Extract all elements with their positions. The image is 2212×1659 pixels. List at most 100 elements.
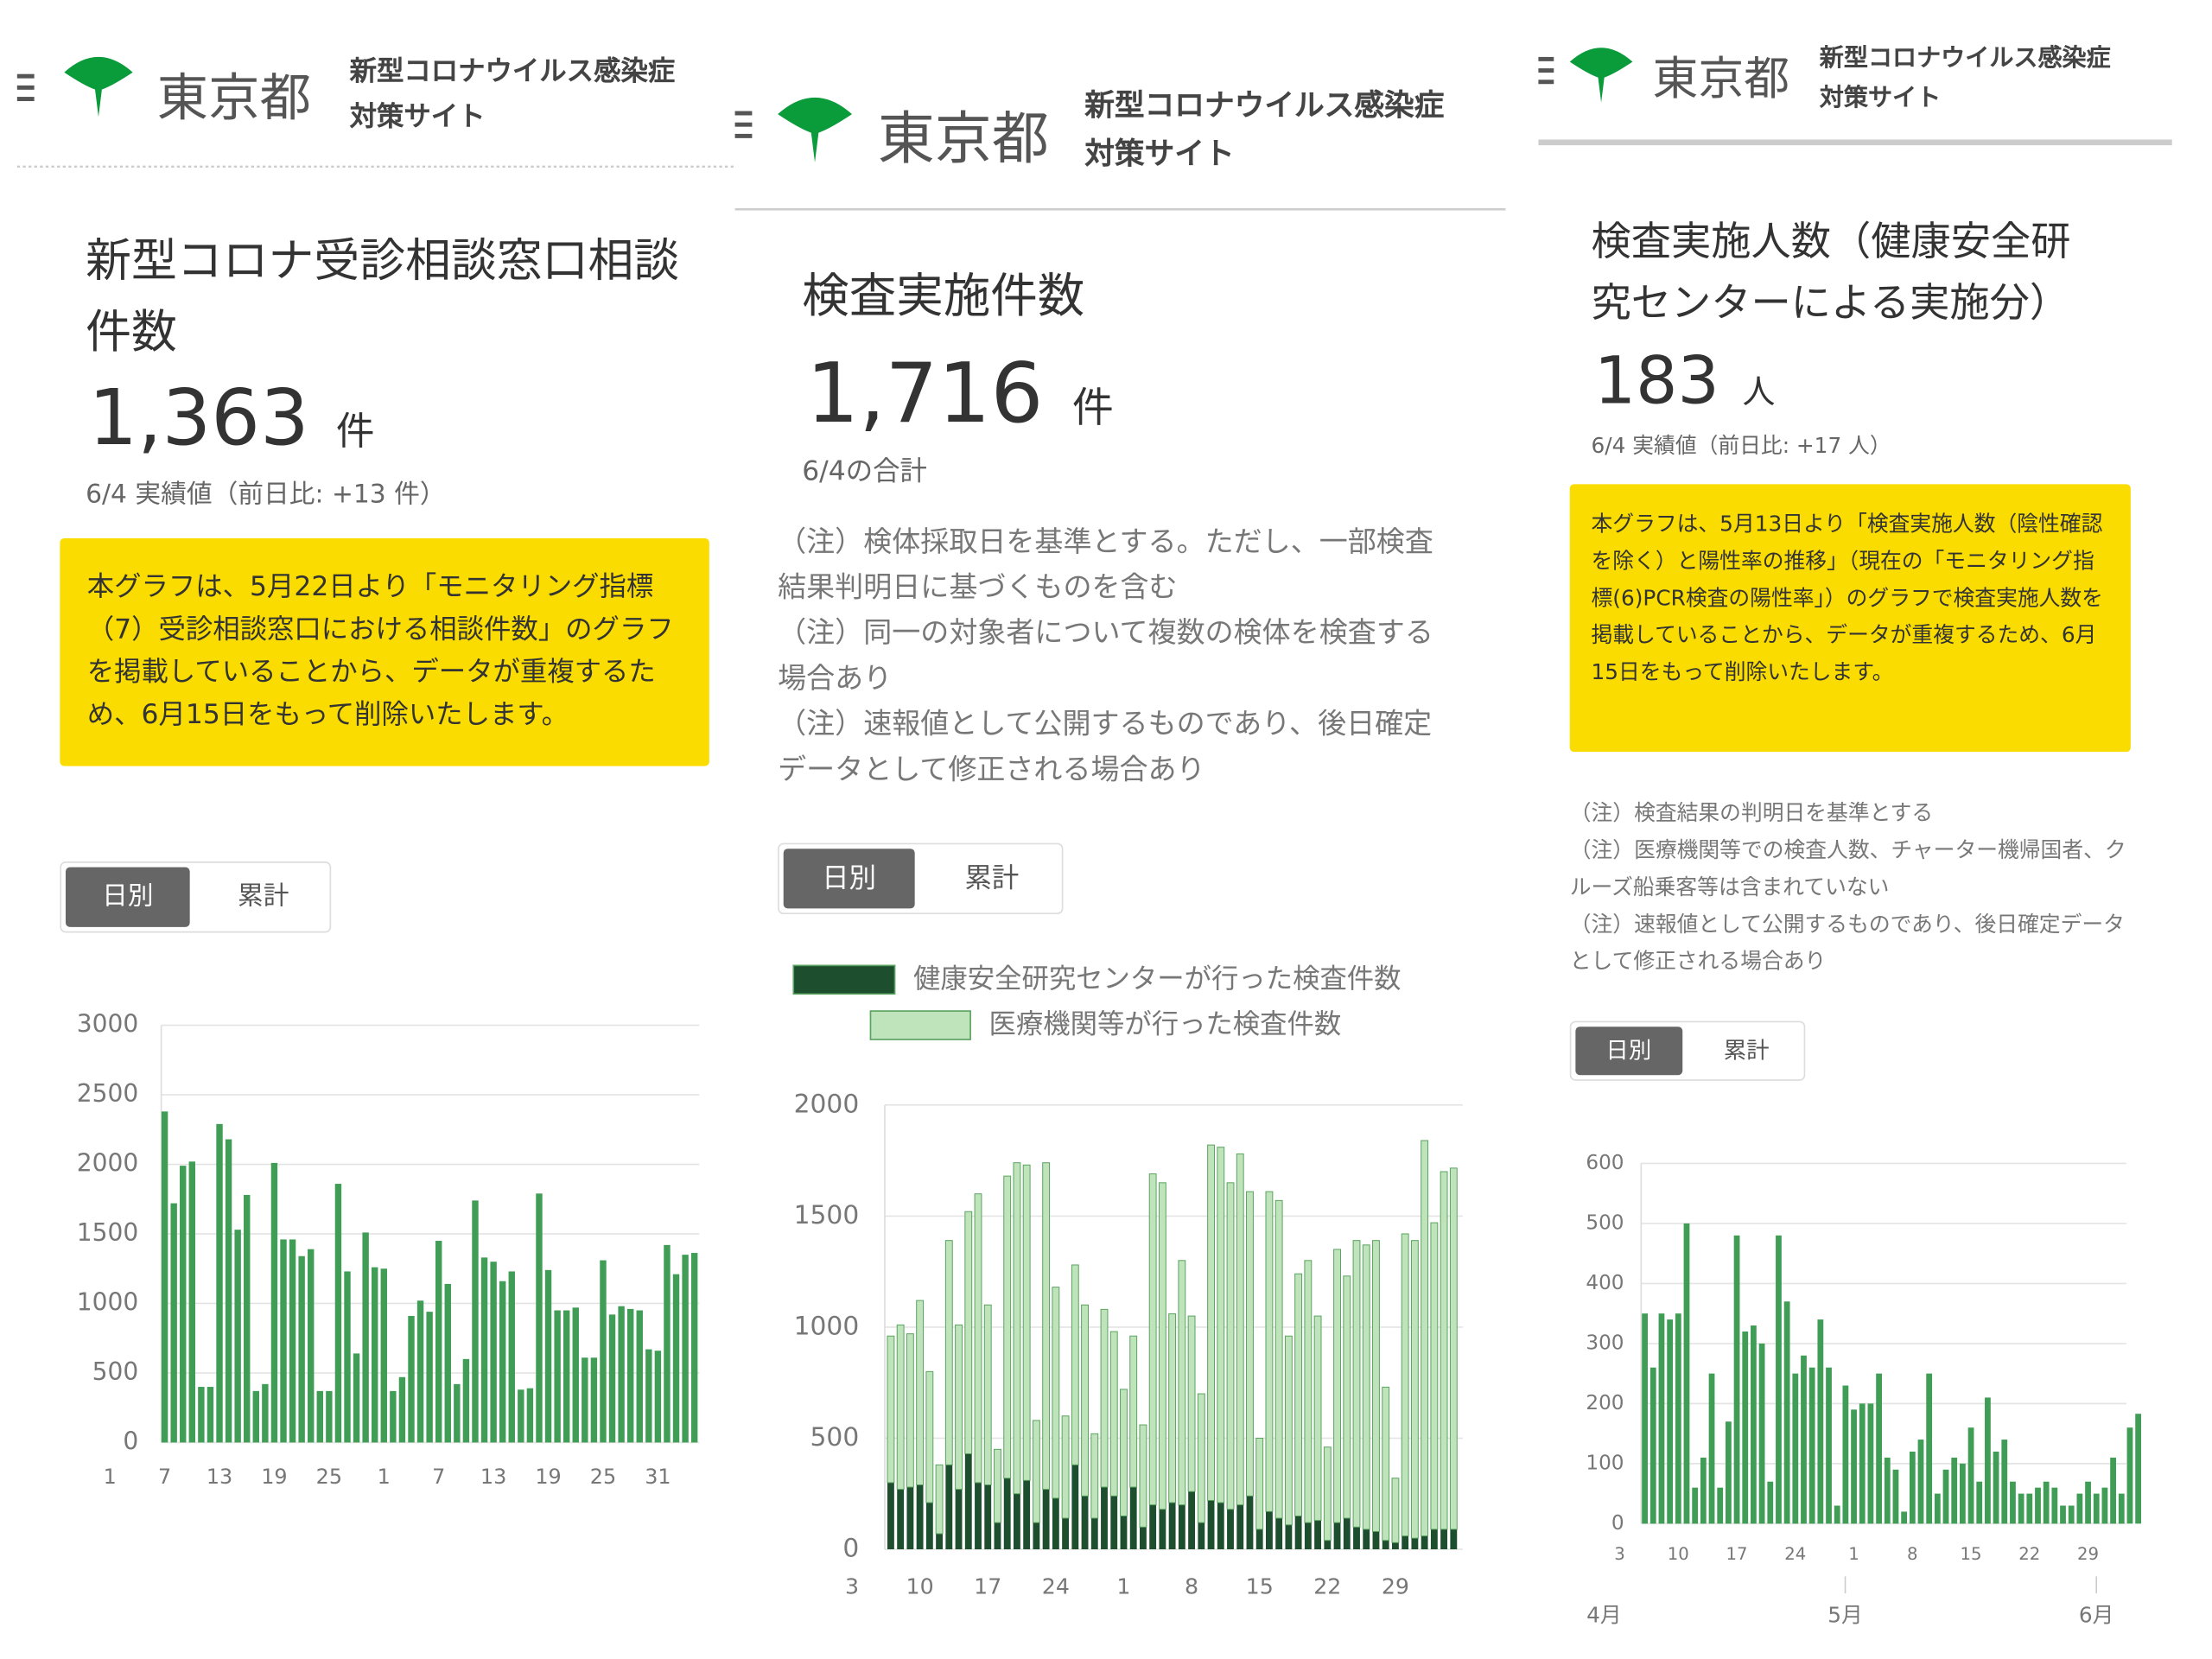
- bar-segment: [1304, 1522, 1312, 1550]
- bar: [1783, 1301, 1790, 1524]
- bar: [344, 1271, 351, 1443]
- bar: [326, 1390, 333, 1443]
- bar: [2001, 1440, 2008, 1524]
- bar-segment: [1236, 1153, 1244, 1506]
- caption: 6/4 実績値（前日比: +17 人）: [1591, 432, 1891, 459]
- bar: [1751, 1325, 1757, 1524]
- menu-icon: [734, 111, 753, 116]
- bar: [170, 1203, 177, 1443]
- bar-segment: [1013, 1493, 1020, 1550]
- logo: [64, 56, 133, 118]
- bar: [1733, 1235, 1740, 1524]
- bar: [1792, 1373, 1799, 1524]
- y-tick-label: 500: [810, 1422, 860, 1452]
- value: 183: [1593, 341, 1719, 419]
- bar-segment: [1217, 1503, 1224, 1550]
- bar-segment: [1158, 1182, 1166, 1510]
- bar-segment: [1255, 1529, 1263, 1550]
- bar-segment: [1343, 1518, 1351, 1550]
- bar-segment: [1440, 1171, 1448, 1530]
- bar: [526, 1388, 534, 1443]
- bar-segment: [1071, 1264, 1079, 1465]
- bar-segment: [1324, 1540, 1332, 1550]
- month-label: 5月: [1827, 1602, 1863, 1627]
- bar-segment: [1081, 1496, 1089, 1550]
- bar-segment: [984, 1484, 992, 1550]
- tab[interactable]: 累計: [964, 862, 1020, 894]
- bar: [1985, 1397, 1991, 1524]
- bar-segment: [1003, 1478, 1011, 1550]
- bar-segment: [974, 1193, 982, 1484]
- bar-segment: [1062, 1518, 1070, 1550]
- bar: [1767, 1481, 1774, 1524]
- bar-segment: [1450, 1529, 1458, 1550]
- bar-segment: [1333, 1249, 1341, 1523]
- unit: 件: [335, 410, 375, 454]
- month-label: 6月: [2079, 1602, 2114, 1627]
- legend-label: 健康安全研究センターが行った検査件数: [913, 963, 1402, 995]
- bar: [690, 1253, 698, 1443]
- y-tick-label: 500: [92, 1357, 139, 1386]
- y-tick-label: 100: [1586, 1452, 1624, 1474]
- x-tick-label: 1: [104, 1465, 117, 1489]
- tab-group: [1569, 1020, 1806, 1081]
- bar-segment: [1266, 1511, 1273, 1550]
- bar: [1842, 1385, 1849, 1524]
- bar-segment: [1120, 1516, 1128, 1550]
- bar-segment: [1382, 1540, 1389, 1550]
- bar-segment: [975, 1482, 982, 1550]
- bar: [1683, 1223, 1690, 1524]
- big-number: 183 人: [1594, 342, 1776, 419]
- bar: [1942, 1469, 1949, 1524]
- x-tick-label: 15: [1246, 1574, 1274, 1599]
- notice: 本グラフは、5月22日より「モニタリング指標（7）受診相談窓口における相談件数」…: [60, 537, 709, 766]
- bar-segment: [1449, 1167, 1458, 1530]
- tab-active[interactable]: 日別: [65, 867, 190, 927]
- bar-segment: [1042, 1162, 1051, 1491]
- x-tick-label: 13: [207, 1465, 232, 1489]
- x-tick-label: 24: [1784, 1544, 1806, 1564]
- bar: [198, 1387, 205, 1443]
- bar-segment: [1402, 1535, 1409, 1550]
- tab-active[interactable]: 日別: [783, 849, 915, 909]
- bar: [645, 1349, 652, 1443]
- tab[interactable]: 累計: [1723, 1036, 1770, 1065]
- site-name: 東京都: [1652, 51, 1790, 105]
- bar: [462, 1358, 470, 1443]
- bar-segment: [1392, 1542, 1399, 1550]
- bar-segment: [887, 1335, 895, 1484]
- x-tick-label: 25: [316, 1465, 342, 1489]
- bar-segment: [1274, 1199, 1283, 1519]
- legend-label: 医療機関等が行った検査件数: [989, 1009, 1342, 1040]
- unit: 件: [1071, 383, 1114, 432]
- bar-segment: [1120, 1389, 1128, 1516]
- bar-segment: [906, 1333, 914, 1488]
- bar: [499, 1281, 506, 1443]
- bar: [1851, 1409, 1857, 1524]
- y-tick-label: 600: [1586, 1152, 1624, 1174]
- card-title: 検査実施件数: [802, 267, 1085, 324]
- x-tick-label: 22: [2018, 1544, 2040, 1564]
- x-tick-label: 17: [974, 1574, 1001, 1599]
- bar-segment: [1401, 1233, 1409, 1537]
- y-tick-label: 1000: [794, 1311, 860, 1341]
- bar: [518, 1389, 524, 1443]
- bar: [1808, 1367, 1815, 1524]
- bar: [2026, 1493, 2033, 1524]
- big-number: 1,716 件: [806, 345, 1114, 442]
- bar: [600, 1260, 607, 1443]
- bar: [626, 1308, 634, 1443]
- bar-segment: [1042, 1489, 1050, 1550]
- x-tick-label: 15: [1961, 1544, 1982, 1564]
- y-tick-label: 3000: [77, 1010, 138, 1039]
- tab[interactable]: 累計: [237, 881, 289, 912]
- bar: [454, 1383, 461, 1443]
- y-tick-label: 200: [1586, 1392, 1624, 1414]
- bar: [316, 1390, 323, 1443]
- bar: [435, 1241, 442, 1443]
- bar-segment: [1226, 1182, 1235, 1510]
- bar-segment: [1294, 1273, 1303, 1516]
- bar-segment: [1410, 1240, 1419, 1539]
- tab-active[interactable]: 日別: [1575, 1027, 1682, 1076]
